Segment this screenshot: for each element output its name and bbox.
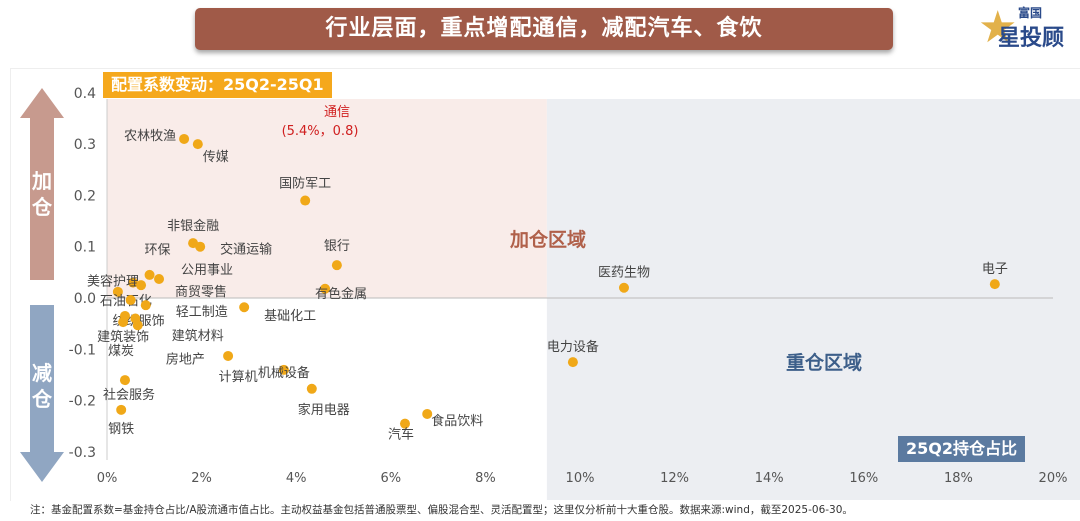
data-point xyxy=(192,139,203,150)
data-point xyxy=(567,357,578,368)
star-icon: ★ xyxy=(978,2,1018,53)
point-label: 机械设备 xyxy=(258,365,310,381)
y-tick-label: 0.3 xyxy=(74,137,96,153)
data-point xyxy=(140,300,151,311)
data-point xyxy=(331,260,342,271)
x-tick-label: 14% xyxy=(755,471,784,486)
y-tick-label: 0.2 xyxy=(74,188,96,204)
data-point xyxy=(144,269,155,280)
x-tick-label: 16% xyxy=(849,471,878,486)
y-tick-label: 0.4 xyxy=(74,86,96,102)
zone-label-heavy: 重仓区域 xyxy=(786,351,862,374)
page-title: 行业层面，重点增配通信，减配汽车、食饮 xyxy=(195,8,893,50)
point-label: 国防军工 xyxy=(279,176,331,192)
underweight-arrow-icon xyxy=(20,305,64,482)
data-point xyxy=(422,408,433,419)
data-point xyxy=(125,295,136,306)
annotation-name: 通信 xyxy=(324,105,350,120)
x-tick-label: 18% xyxy=(944,471,973,486)
overweight-zone xyxy=(107,99,547,298)
data-point xyxy=(136,280,147,291)
footnote: 注：基金配置系数=基金持仓占比/A股流通市值占比。主动权益基金包括普通股票型、偏… xyxy=(30,504,853,516)
point-label: 医药生物 xyxy=(598,266,650,281)
data-point xyxy=(116,404,127,415)
side-label-down-2: 仓 xyxy=(31,387,53,411)
data-point xyxy=(223,350,234,361)
point-label: 计算机 xyxy=(219,370,258,385)
point-label: 钢铁 xyxy=(108,422,134,437)
data-point xyxy=(195,241,206,252)
point-label: 非银金融 xyxy=(167,218,219,234)
data-point xyxy=(399,418,410,429)
point-label: 汽车 xyxy=(388,427,414,443)
point-label: 煤炭 xyxy=(108,344,134,359)
zone-label-overweight: 加仓区域 xyxy=(509,228,586,251)
y-tick-label: 0.1 xyxy=(74,240,96,256)
point-label: 美容护理 xyxy=(87,274,139,290)
data-point xyxy=(239,302,250,313)
heavy-zone xyxy=(546,99,1080,500)
point-label: 公用事业 xyxy=(181,263,233,278)
point-label: 建筑装饰 xyxy=(97,329,149,345)
x-axis-label: 25Q2持仓占比 xyxy=(898,436,1026,462)
x-tick-label: 20% xyxy=(1039,471,1068,486)
data-point xyxy=(320,283,331,294)
point-label: 交通运输 xyxy=(220,242,272,258)
point-label: 轻工制造 xyxy=(176,305,228,320)
side-label-up-1: 加 xyxy=(31,169,52,193)
point-label: 传媒 xyxy=(203,150,229,165)
x-tick-label: 6% xyxy=(380,471,401,486)
point-label: 环保 xyxy=(145,243,171,258)
x-tick-label: 0% xyxy=(97,471,118,486)
point-label: 电子 xyxy=(982,262,1008,277)
point-label: 食品饮料 xyxy=(431,413,483,429)
chart-panel xyxy=(10,68,1080,501)
data-point xyxy=(618,282,629,293)
annotation-value: (5.4%，0.8) xyxy=(282,124,359,139)
data-point xyxy=(154,274,165,285)
point-label: 银行 xyxy=(324,239,350,254)
side-label-down-1: 减 xyxy=(32,361,52,385)
x-tick-label: 4% xyxy=(286,471,307,486)
data-point xyxy=(112,286,123,297)
point-label: 家用电器 xyxy=(298,402,350,418)
y-tick-label: -0.1 xyxy=(69,342,96,358)
data-point xyxy=(306,383,317,394)
point-label: 建筑材料 xyxy=(172,328,224,344)
point-label: 有色金属 xyxy=(315,286,367,302)
data-point xyxy=(118,317,129,328)
point-label: 基础化工 xyxy=(264,309,316,324)
x-tick-label: 8% xyxy=(475,471,496,486)
data-point xyxy=(989,279,1000,290)
chart-title: 配置系数变动：25Q2-25Q1 xyxy=(103,72,332,98)
point-label: 农林牧渔 xyxy=(124,129,176,144)
data-point xyxy=(128,277,139,288)
overweight-arrow-icon xyxy=(20,88,64,280)
logo: ★ 富国 星投顾 xyxy=(978,2,1065,53)
x-tick-label: 10% xyxy=(566,471,595,486)
y-tick-label: 0.0 xyxy=(74,291,96,307)
point-label: 电力设备 xyxy=(547,339,599,355)
y-tick-label: -0.3 xyxy=(69,445,96,461)
point-label: 商贸零售 xyxy=(175,284,227,300)
data-point xyxy=(300,195,311,206)
y-tick-label: -0.2 xyxy=(69,394,96,410)
x-tick-label: 2% xyxy=(191,471,212,486)
data-point xyxy=(119,375,130,386)
point-label: 社会服务 xyxy=(103,387,155,403)
point-label: 房地产 xyxy=(166,352,205,368)
side-label-up-2: 仓 xyxy=(31,195,53,219)
data-point xyxy=(179,133,190,144)
data-point xyxy=(130,313,141,324)
x-tick-label: 12% xyxy=(660,471,689,486)
data-point xyxy=(278,364,289,375)
